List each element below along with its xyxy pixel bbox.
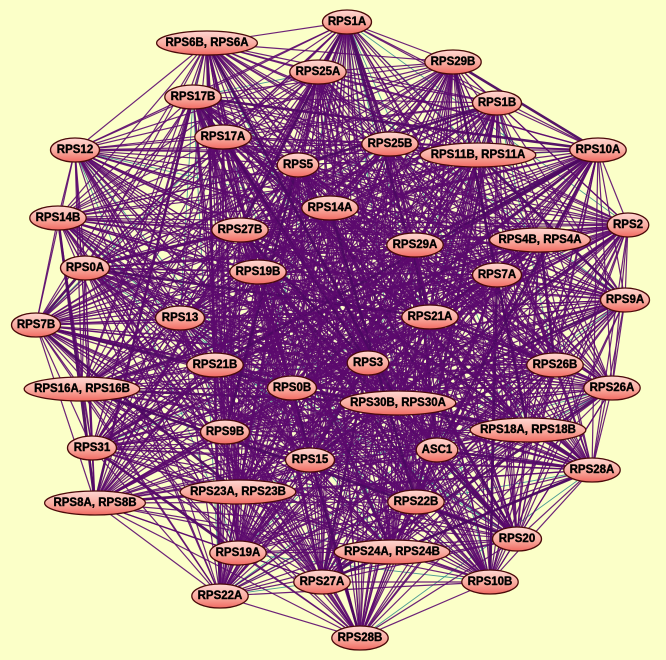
svg-text:RPS28A: RPS28A xyxy=(570,464,615,476)
svg-text:RPS25B: RPS25B xyxy=(368,138,413,150)
svg-text:RPS0A: RPS0A xyxy=(66,262,104,274)
svg-text:RPS10B: RPS10B xyxy=(468,576,513,588)
svg-text:RPS9B: RPS9B xyxy=(206,426,244,438)
svg-text:RPS17A: RPS17A xyxy=(201,131,246,143)
svg-text:RPS16A, RPS16B: RPS16A, RPS16B xyxy=(34,383,130,395)
svg-text:RPS5: RPS5 xyxy=(283,159,314,171)
svg-text:RPS13: RPS13 xyxy=(162,312,198,324)
svg-text:RPS4B, RPS4A: RPS4B, RPS4A xyxy=(498,234,581,246)
svg-text:RPS26B: RPS26B xyxy=(533,359,578,371)
svg-text:RPS0B: RPS0B xyxy=(273,382,311,394)
svg-text:RPS24A, RPS24B: RPS24A, RPS24B xyxy=(344,546,440,558)
svg-text:RPS7A: RPS7A xyxy=(478,269,516,281)
svg-text:RPS9A: RPS9A xyxy=(606,294,644,306)
svg-text:RPS12: RPS12 xyxy=(57,144,93,156)
svg-text:RPS19A: RPS19A xyxy=(216,547,261,559)
svg-text:RPS29A: RPS29A xyxy=(393,239,438,251)
svg-text:RPS23A, RPS23B: RPS23A, RPS23B xyxy=(190,486,286,498)
svg-text:RPS22A: RPS22A xyxy=(198,590,243,602)
svg-text:RPS30B, RPS30A: RPS30B, RPS30A xyxy=(350,397,446,409)
svg-text:RPS15: RPS15 xyxy=(292,454,329,466)
svg-text:RPS11B, RPS11A: RPS11B, RPS11A xyxy=(431,149,526,161)
svg-text:RPS17B: RPS17B xyxy=(171,91,216,103)
svg-text:RPS2: RPS2 xyxy=(613,219,643,231)
svg-text:RPS27B: RPS27B xyxy=(218,224,263,236)
svg-text:RPS31: RPS31 xyxy=(74,442,111,454)
svg-text:RPS14A: RPS14A xyxy=(308,202,353,214)
svg-text:RPS6B, RPS6A: RPS6B, RPS6A xyxy=(165,37,248,49)
svg-text:RPS8A, RPS8B: RPS8A, RPS8B xyxy=(53,497,136,509)
svg-text:RPS19B: RPS19B xyxy=(236,266,281,278)
svg-text:ASC1: ASC1 xyxy=(422,444,453,456)
svg-text:RPS20: RPS20 xyxy=(499,533,535,545)
svg-text:RPS10A: RPS10A xyxy=(576,144,621,156)
svg-text:RPS18A, RPS18B: RPS18A, RPS18B xyxy=(480,424,576,436)
svg-text:RPS26A: RPS26A xyxy=(590,382,635,394)
svg-text:RPS14B: RPS14B xyxy=(36,212,81,224)
svg-text:RPS3: RPS3 xyxy=(353,357,383,369)
svg-text:RPS21A: RPS21A xyxy=(408,311,453,323)
svg-text:RPS28B: RPS28B xyxy=(338,632,383,644)
svg-text:RPS7B: RPS7B xyxy=(17,319,55,331)
svg-text:RPS22B: RPS22B xyxy=(394,496,439,508)
svg-text:RPS25A: RPS25A xyxy=(296,66,341,78)
svg-text:RPS1A: RPS1A xyxy=(328,16,366,28)
svg-text:RPS27A: RPS27A xyxy=(300,576,345,588)
svg-text:RPS21B: RPS21B xyxy=(193,359,238,371)
svg-text:RPS29B: RPS29B xyxy=(431,56,476,68)
svg-text:RPS1B: RPS1B xyxy=(478,97,516,109)
